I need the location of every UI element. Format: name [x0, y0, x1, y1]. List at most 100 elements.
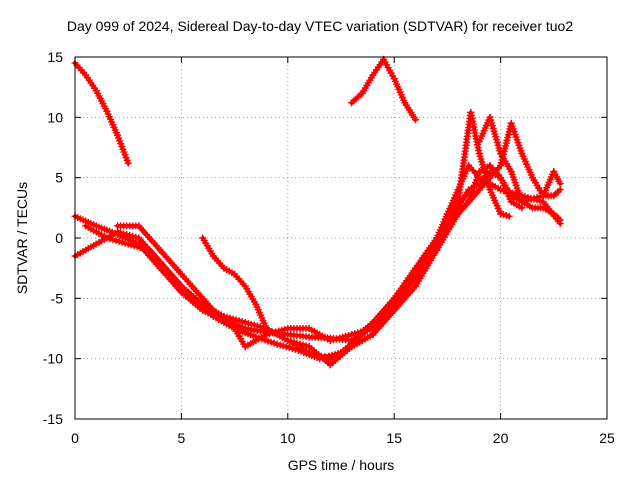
data-point: [103, 234, 111, 242]
data-point: [235, 317, 243, 325]
data-point: [132, 233, 140, 241]
data-point: [124, 159, 132, 167]
data-point: [342, 332, 350, 340]
series-track-6: [199, 119, 564, 363]
data-point: [288, 344, 296, 352]
data-point: [127, 241, 135, 249]
y-tick-label: 0: [55, 230, 63, 246]
data-point: [411, 116, 419, 124]
data-point: [264, 337, 272, 345]
data-point: [332, 335, 340, 343]
data-point: [112, 237, 120, 245]
data-point: [285, 344, 293, 352]
data-point: [114, 228, 122, 236]
data-point: [133, 243, 141, 251]
data-point: [339, 333, 347, 341]
data-point: [281, 325, 289, 333]
x-axis-label: GPS time / hours: [287, 457, 395, 473]
data-point: [261, 336, 269, 344]
data-point: [556, 180, 564, 188]
data-point: [269, 329, 277, 337]
data-point: [229, 315, 237, 323]
x-tick-label: 5: [178, 430, 186, 446]
data-point: [118, 238, 126, 246]
data-point: [279, 342, 287, 350]
y-tick-label: -10: [43, 351, 63, 367]
y-axis-label: SDTVAR / TECUs: [14, 181, 30, 295]
data-point: [278, 326, 286, 334]
series-line: [73, 61, 131, 166]
data-point: [527, 195, 535, 203]
data-point: [121, 239, 129, 247]
data-point: [136, 243, 144, 251]
data-point: [308, 349, 316, 357]
data-point: [505, 212, 513, 220]
data-point: [320, 353, 328, 361]
data-point: [226, 314, 234, 322]
data-point: [351, 330, 359, 338]
data-point: [256, 323, 264, 331]
data-point: [524, 196, 532, 204]
y-tick-label: 5: [55, 170, 63, 186]
series-track-7: [114, 168, 564, 351]
data-point: [314, 351, 322, 359]
data-point: [126, 231, 134, 239]
data-point: [305, 349, 313, 357]
series-track-8: [475, 113, 564, 224]
data-point: [130, 242, 138, 250]
data-point: [129, 232, 137, 240]
series-track-2: [348, 55, 419, 124]
data-point: [556, 216, 564, 224]
data-point: [275, 327, 283, 335]
data-point: [363, 326, 371, 334]
series-track-1: [71, 59, 132, 167]
data-point: [335, 334, 343, 342]
data-point: [366, 325, 374, 333]
x-tick-label: 15: [386, 430, 402, 446]
y-tick-label: 15: [47, 49, 63, 65]
data-point: [241, 318, 249, 326]
y-tick-label: -5: [51, 290, 64, 306]
data-point: [247, 320, 255, 328]
x-tick-label: 10: [280, 430, 296, 446]
data-point: [348, 331, 356, 339]
data-point: [311, 350, 319, 358]
data-point: [497, 186, 505, 194]
data-point: [357, 328, 365, 336]
data-point: [276, 341, 284, 349]
data-point: [317, 352, 325, 360]
data-point: [123, 231, 131, 239]
data-point: [354, 329, 362, 337]
data-point: [518, 204, 526, 212]
data-point: [329, 336, 337, 344]
data-point: [536, 193, 544, 201]
data-point: [253, 322, 261, 330]
x-tick-label: 20: [493, 430, 509, 446]
data-point: [250, 321, 258, 329]
data-point: [109, 236, 117, 244]
x-tick-label: 25: [599, 430, 615, 446]
y-tick-label: 10: [47, 109, 63, 125]
data-point: [244, 319, 252, 327]
data-point: [530, 194, 538, 202]
data-point: [267, 338, 275, 346]
x-tick-label: 0: [71, 430, 79, 446]
data-point: [106, 235, 114, 243]
data-point: [533, 193, 541, 201]
chart-title: Day 099 of 2024, Sidereal Day-to-day VTE…: [66, 18, 574, 34]
data-point: [117, 229, 125, 237]
plot-frame: [74, 56, 608, 420]
data-point: [120, 230, 128, 238]
data-point: [115, 237, 123, 245]
data-point: [139, 244, 147, 252]
data-point: [326, 337, 334, 345]
data-point: [282, 343, 290, 351]
data-point: [556, 186, 564, 194]
data-point: [272, 328, 280, 336]
data-point: [124, 240, 132, 248]
data-point: [232, 316, 240, 324]
data-point: [345, 331, 353, 339]
data-point: [273, 340, 281, 348]
data-point: [263, 331, 271, 339]
